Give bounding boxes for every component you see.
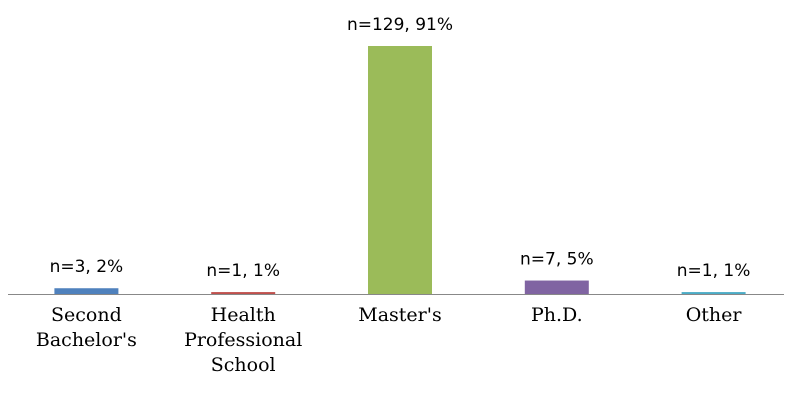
x-tick-label: Other: [685, 304, 742, 326]
bar: [524, 280, 589, 294]
data-label: n=3, 2%: [50, 257, 124, 277]
data-label: n=129, 91%: [347, 15, 453, 35]
data-label: n=1, 1%: [206, 261, 280, 281]
x-tick-label: Health Professional School: [184, 304, 303, 376]
bar: [681, 292, 746, 294]
data-label: n=1, 1%: [677, 261, 751, 281]
x-tick-label: Second Bachelor's: [35, 304, 137, 351]
x-tick-label: Master's: [358, 304, 442, 326]
bar: [211, 292, 276, 294]
data-label: n=7, 5%: [520, 250, 594, 270]
x-tick-label: Ph.D.: [530, 304, 583, 326]
bar: [54, 288, 119, 294]
bar: [368, 46, 432, 294]
